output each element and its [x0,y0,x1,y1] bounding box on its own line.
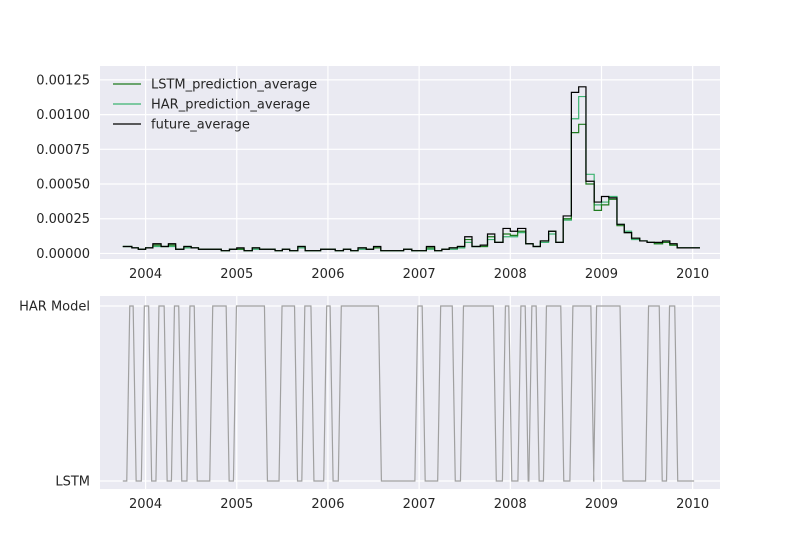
top-x-tick-label: 2008 [494,267,527,282]
top-y-tick-label: 0.00100 [36,108,90,123]
top-x-tick-label: 2007 [403,267,436,282]
bottom-y-tick-label: LSTM [55,475,90,490]
legend-label-LSTM_prediction_average: LSTM_prediction_average [151,78,317,93]
top-y-tick-label: 0.00025 [36,212,90,227]
top-x-tick-label: 2009 [585,267,618,282]
bottom-x-tick-labels: 2004 2005 2006 2007 2008 2009 2010 [129,497,709,512]
bottom-plot-area [100,296,720,489]
top-plot-area [100,66,720,259]
bottom-x-tick-label: 2005 [220,497,253,512]
bottom-x-tick-label: 2004 [129,497,162,512]
top-x-tick-labels: 2004 2005 2006 2007 2008 2009 2010 [129,267,709,282]
model-selection-line [122,305,695,482]
top-y-tick-label: 0.00050 [36,178,90,193]
legend: LSTM_prediction_average HAR_prediction_av… [113,78,317,133]
bottom-series [122,305,695,482]
top-x-tick-label: 2006 [311,267,344,282]
top-series [122,86,700,252]
top-x-tick-label: 2004 [129,267,162,282]
legend-label-future_average: future_average [151,118,250,133]
top-x-tick-label: 2010 [676,267,709,282]
bottom-x-tick-label: 2009 [585,497,618,512]
bottom-y-tick-labels: LSTM HAR Model [19,300,90,490]
top-y-tick-label: 0.00075 [36,143,90,158]
series-line-future_average [122,86,700,252]
top-x-tick-label: 2005 [220,267,253,282]
top-y-tick-label: 0.00000 [36,247,90,262]
bottom-x-tick-label: 2008 [494,497,527,512]
bottom-x-tick-label: 2006 [311,497,344,512]
bottom-y-tick-label: HAR Model [19,300,90,315]
legend-label-HAR_prediction_average: HAR_prediction_average [151,98,310,113]
bottom-x-tick-label: 2010 [676,497,709,512]
bottom-x-tick-label: 2007 [403,497,436,512]
top-y-tick-labels: 0.00000 0.00025 0.00050 0.00075 0.00100 0.001… [36,73,90,262]
top-y-tick-label: 0.00125 [36,73,90,88]
